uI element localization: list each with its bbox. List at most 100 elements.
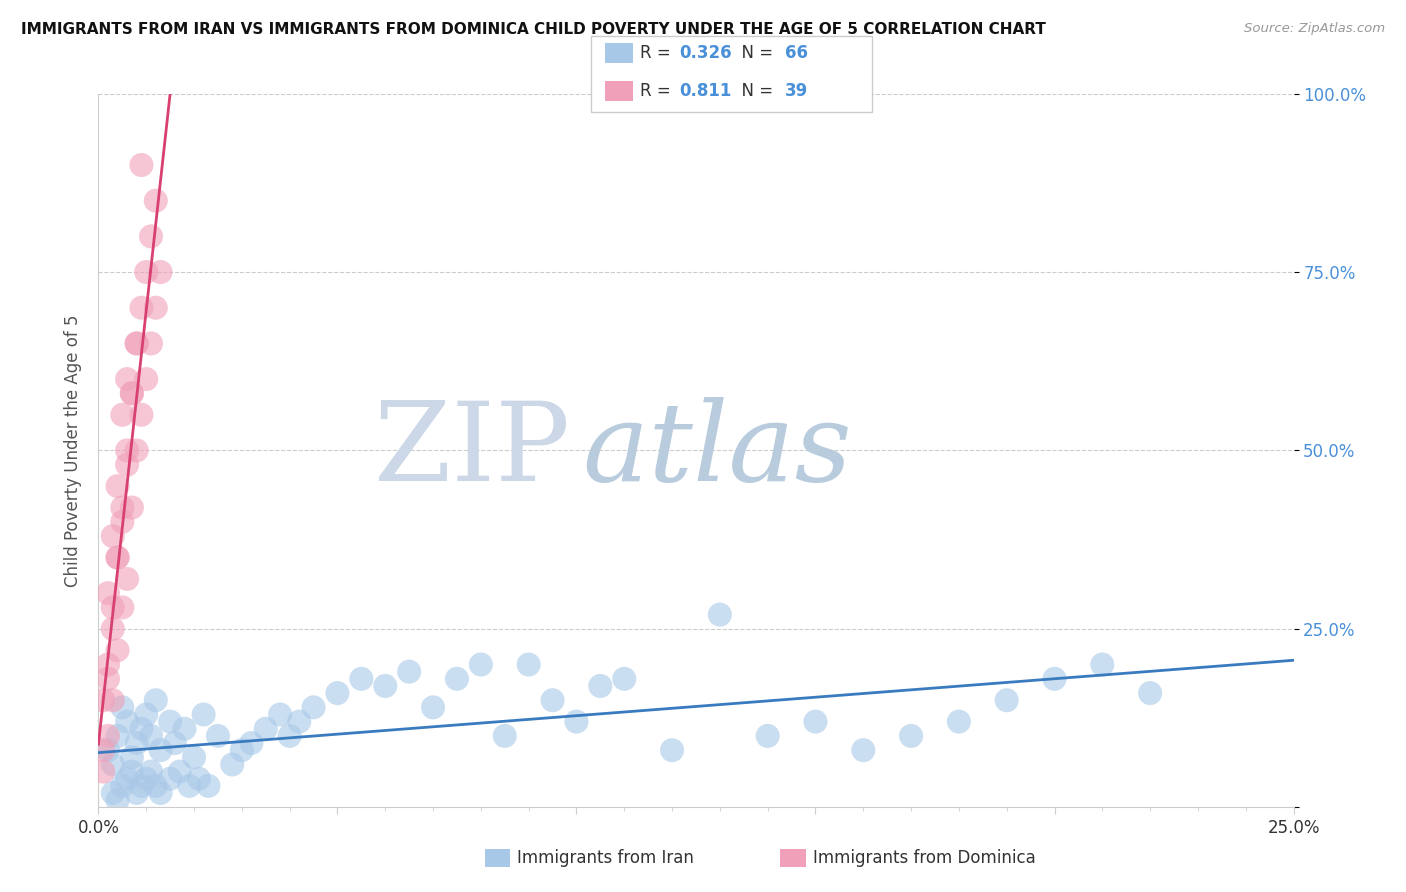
Point [111,408,134,422]
Point [97,743,120,757]
Point [91,743,114,757]
Point [179,779,201,793]
Point [125,336,148,351]
Point [163,736,186,750]
Text: 0.811: 0.811 [679,82,731,100]
Point [494,729,516,743]
Text: Immigrants from Iran: Immigrants from Iran [517,849,695,867]
Point [121,386,143,401]
Point [149,786,172,800]
Point [115,458,138,472]
Point [107,550,129,565]
Point [111,779,134,793]
Y-axis label: Child Poverty Under the Age of 5: Child Poverty Under the Age of 5 [63,314,82,587]
Point [374,679,396,693]
Point [107,550,129,565]
Point [101,757,124,772]
Point [145,693,167,707]
Point [183,750,205,764]
Point [565,714,588,729]
Point [125,736,148,750]
Point [1043,672,1066,686]
Text: IMMIGRANTS FROM IRAN VS IMMIGRANTS FROM DOMINICA CHILD POVERTY UNDER THE AGE OF : IMMIGRANTS FROM IRAN VS IMMIGRANTS FROM … [21,22,1046,37]
Point [278,729,301,743]
Point [125,443,148,458]
Point [97,729,120,743]
Point [995,693,1018,707]
Point [91,693,114,707]
Point [97,657,120,672]
Point [398,665,420,679]
Point [101,622,124,636]
Point [131,408,153,422]
Point [111,700,134,714]
Point [1091,657,1114,672]
Point [115,372,138,386]
Point [422,700,444,714]
Text: N =: N = [731,44,779,62]
Point [125,786,148,800]
Point [145,779,167,793]
Point [97,672,120,686]
Point [135,265,157,279]
Point [193,707,215,722]
Point [125,336,148,351]
Point [149,265,172,279]
Point [756,729,779,743]
Point [145,301,167,315]
Point [231,743,253,757]
Point [131,779,153,793]
Point [121,386,143,401]
Point [101,786,124,800]
Point [121,764,143,779]
Text: Immigrants from Dominica: Immigrants from Dominica [813,849,1035,867]
Point [661,743,683,757]
Point [173,722,195,736]
Point [107,643,129,657]
Text: R =: R = [640,82,676,100]
Point [131,158,153,172]
Point [589,679,612,693]
Point [135,772,157,786]
Point [111,500,134,515]
Point [948,714,970,729]
Point [139,764,162,779]
Text: 0.326: 0.326 [679,44,731,62]
Point [149,743,172,757]
Point [221,757,243,772]
Point [115,572,138,586]
Point [709,607,731,622]
Point [91,764,114,779]
Text: 66: 66 [785,44,807,62]
Point [135,707,157,722]
Text: R =: R = [640,44,676,62]
Point [254,722,277,736]
Text: 39: 39 [785,82,808,100]
Point [115,443,138,458]
Text: Source: ZipAtlas.com: Source: ZipAtlas.com [1244,22,1385,36]
Text: N =: N = [731,82,779,100]
Point [517,657,540,672]
Point [326,686,349,700]
Point [159,714,181,729]
Point [288,714,311,729]
Point [107,793,129,807]
Point [107,479,129,493]
Point [187,772,209,786]
Point [107,729,129,743]
Point [139,729,162,743]
Point [350,672,373,686]
Point [101,693,124,707]
Point [804,714,827,729]
Point [169,764,191,779]
Point [541,693,564,707]
Point [101,529,124,543]
Point [613,672,636,686]
Point [121,500,143,515]
Point [135,372,157,386]
Point [269,707,291,722]
Point [101,600,124,615]
Text: ZIP: ZIP [374,397,571,504]
Point [240,736,263,750]
Point [111,515,134,529]
